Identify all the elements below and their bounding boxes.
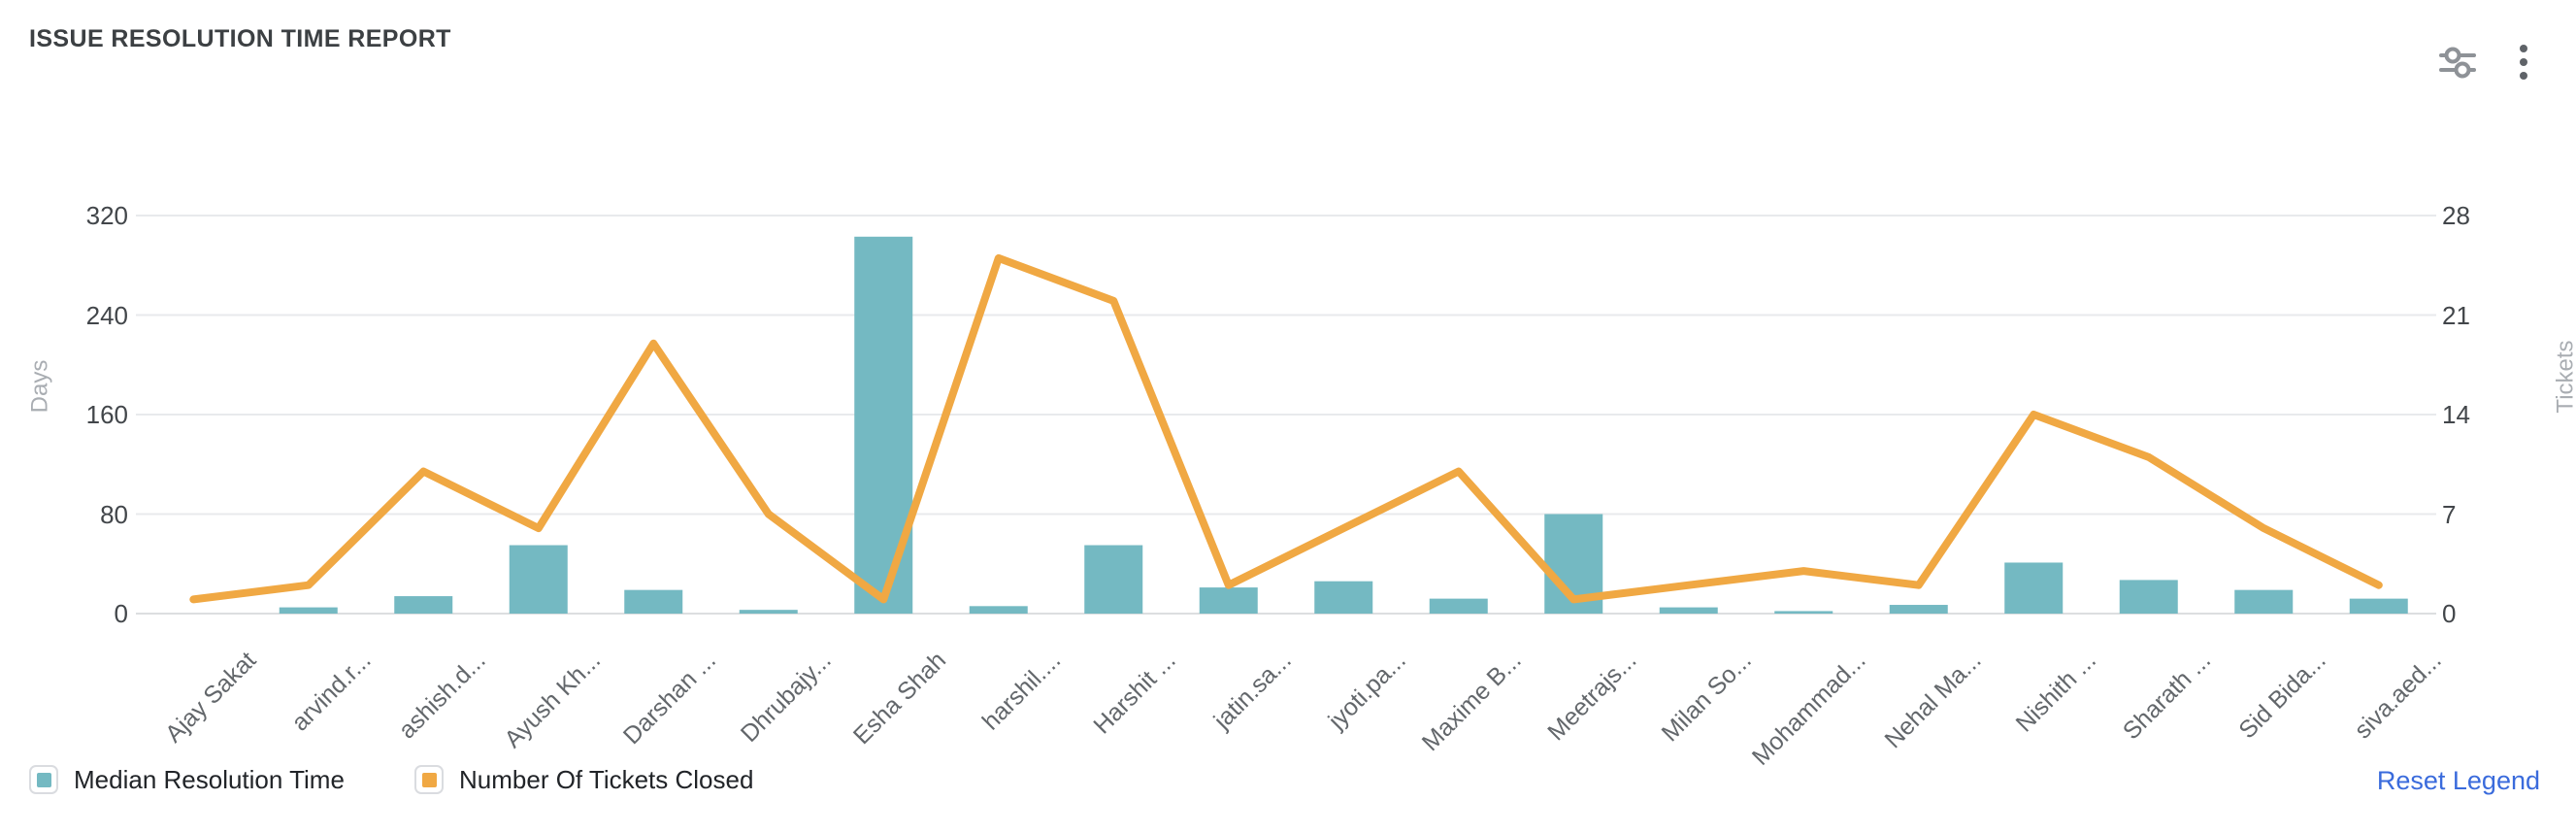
right-axis-tick: 28: [2442, 201, 2470, 230]
x-axis-label: Meetrajs...: [1541, 647, 1642, 747]
sliders-icon: [2439, 47, 2476, 79]
bar-median-resolution-time: [2004, 562, 2064, 614]
bar-median-resolution-time: [969, 606, 1028, 614]
reset-legend-link[interactable]: Reset Legend: [2376, 766, 2540, 795]
bar-median-resolution-time: [394, 596, 453, 614]
left-axis-tick: 240: [85, 300, 128, 330]
x-axis-label: siva.aed...: [2349, 647, 2447, 745]
page-title: ISSUE RESOLUTION TIME REPORT: [29, 25, 451, 52]
right-axis-title: Tickets: [2552, 340, 2576, 414]
bar-median-resolution-time: [624, 589, 683, 614]
line-series-swatch-icon: [421, 772, 437, 787]
x-axis-label: Darshan ...: [617, 647, 722, 750]
bar-median-resolution-time: [2349, 598, 2408, 614]
bar-median-resolution-time: [1774, 611, 1833, 614]
bar-median-resolution-time: [1314, 581, 1373, 614]
legend-label: Number Of Tickets Closed: [459, 764, 754, 794]
x-axis-label: Mohammad...: [1747, 647, 1872, 771]
bar-median-resolution-time: [1199, 587, 1258, 614]
left-axis-tick: 320: [85, 201, 128, 230]
x-axis-label: Nehal Ma...: [1879, 647, 1987, 754]
x-axis-label: Ajay Sakat: [159, 647, 262, 749]
x-axis-label: Ayush Kh...: [499, 647, 607, 753]
right-axis-tick: 0: [2442, 599, 2457, 628]
plot-area[interactable]: [136, 194, 2436, 616]
more-options-button[interactable]: [2502, 41, 2545, 83]
legend-checkbox: [29, 765, 58, 794]
x-axis-label: Sid Bida...: [2233, 647, 2332, 745]
x-axis-label: arvind.r...: [286, 647, 377, 737]
x-axis-label: jatin.sa...: [1207, 647, 1297, 735]
legend-label: Median Resolution Time: [74, 764, 345, 794]
left-axis-tick: 0: [114, 599, 128, 628]
legend-item-number-of-tickets-closed[interactable]: Number Of Tickets Closed: [414, 763, 753, 796]
x-axis-label: jyoti.pa...: [1323, 647, 1412, 735]
x-axis-label: harshil....: [977, 647, 1067, 736]
left-axis-title: Days: [26, 359, 53, 414]
kebab-menu-icon: [2520, 45, 2527, 80]
legend-checkbox: [414, 765, 444, 794]
left-axis-tick: 80: [100, 499, 128, 529]
left-axis-tick: 160: [85, 400, 128, 429]
line-number-of-tickets-closed: [189, 253, 2383, 604]
x-axis-label: Dhrubajy...: [735, 647, 837, 748]
bar-median-resolution-time: [2119, 580, 2178, 614]
x-axis-label: Maxime B...: [1416, 647, 1527, 757]
bar-median-resolution-time: [1429, 598, 1488, 614]
x-axis-label: Esha Shah: [847, 647, 952, 750]
bar-median-resolution-time: [1889, 605, 1948, 614]
bar-median-resolution-time: [279, 607, 338, 614]
x-axis-label: ashish.d...: [393, 647, 492, 745]
bar-series-swatch-icon: [36, 772, 51, 787]
bar-median-resolution-time: [739, 610, 798, 614]
x-axis-label: Milan So...: [1656, 647, 1757, 748]
right-axis-tick: 7: [2442, 499, 2457, 529]
chart-settings-button[interactable]: [2436, 41, 2479, 83]
bar-median-resolution-time: [509, 545, 568, 614]
legend-item-median-resolution-time[interactable]: Median Resolution Time: [29, 763, 345, 796]
bar-median-resolution-time: [854, 236, 913, 614]
x-axis-label: Harshit ...: [1088, 647, 1182, 740]
x-axis-label: Sharath ...: [2118, 647, 2217, 746]
bar-median-resolution-time: [1659, 607, 1718, 614]
right-axis-tick: 21: [2442, 300, 2470, 330]
bar-median-resolution-time: [2234, 589, 2294, 614]
right-axis-tick: 14: [2442, 400, 2470, 429]
x-axis-label: Nishith ...: [2010, 647, 2102, 738]
bar-median-resolution-time: [1084, 545, 1143, 614]
